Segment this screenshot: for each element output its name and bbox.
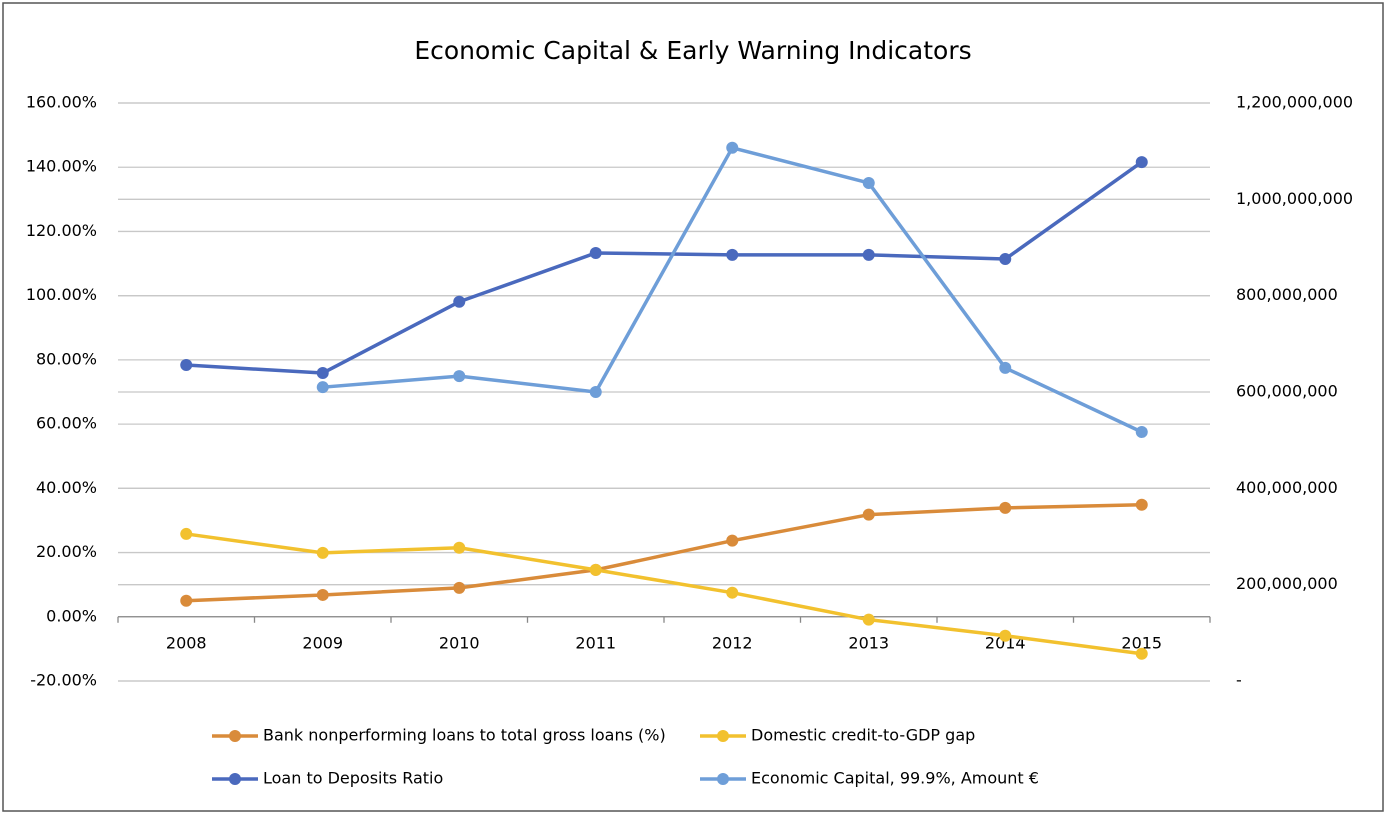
y2-tick-label: 1,000,000,000 (1236, 189, 1353, 208)
legend-marker (717, 773, 729, 785)
y2-tick-label: 200,000,000 (1236, 574, 1338, 593)
y-tick-label: 20.00% (36, 542, 97, 561)
y2-tick-label: 800,000,000 (1236, 285, 1338, 304)
y-tick-label: 40.00% (36, 478, 97, 497)
point (589, 246, 602, 259)
point (316, 367, 329, 380)
y-tick-label: -20.00% (30, 671, 97, 690)
legend-label: Domestic credit-to-GDP gap (751, 726, 975, 745)
x-tick-label: 2012 (712, 633, 753, 652)
point (862, 248, 875, 261)
chart-title: Economic Capital & Early Warning Indicat… (414, 36, 971, 65)
y2-tick-label: 1,200,000,000 (1236, 93, 1353, 112)
point (180, 527, 193, 540)
point (453, 295, 466, 308)
x-tick-label: 2015 (1121, 633, 1162, 652)
point (453, 541, 466, 554)
x-tick-label: 2009 (302, 633, 343, 652)
point (589, 386, 602, 398)
point (999, 253, 1012, 266)
point (999, 361, 1012, 374)
point (726, 586, 739, 599)
point (999, 501, 1012, 514)
point (999, 629, 1012, 642)
point (862, 508, 875, 521)
x-tick-label: 2008 (166, 633, 207, 652)
series-line (186, 160, 1143, 375)
y-tick-label: 0.00% (46, 606, 97, 625)
x-tick-label: 2013 (848, 633, 889, 652)
series-line (186, 502, 1142, 603)
y-tick-label: 60.00% (36, 414, 97, 433)
point (316, 588, 329, 601)
legend-label: Economic Capital, 99.9%, Amount € (751, 769, 1039, 788)
point (589, 563, 602, 576)
y-tick-label: 80.00% (36, 349, 97, 368)
point (726, 248, 739, 261)
point (453, 581, 466, 594)
point (180, 359, 193, 372)
point (316, 546, 329, 559)
point (1135, 156, 1148, 169)
point (726, 534, 739, 547)
y-tick-label: 100.00% (26, 285, 97, 304)
legend-label: Loan to Deposits Ratio (263, 769, 443, 788)
point (862, 176, 875, 189)
point (453, 370, 466, 383)
point (180, 594, 193, 607)
y-tick-label: 160.00% (26, 93, 97, 112)
y-tick-label: 140.00% (26, 157, 97, 176)
legend-label: Bank nonperforming loans to total gross … (263, 726, 666, 745)
y2-tick-label: 600,000,000 (1236, 382, 1338, 401)
point (862, 613, 875, 626)
legend-marker (229, 730, 241, 742)
y-tick-label: 120.00% (26, 221, 97, 240)
legend-marker (229, 773, 241, 785)
point (1135, 647, 1148, 660)
series-line (186, 532, 1142, 656)
x-tick-label: 2010 (439, 633, 480, 652)
point (1135, 425, 1148, 438)
point (1135, 498, 1148, 511)
point (316, 381, 329, 394)
y2-tick-label: - (1236, 671, 1242, 690)
legend-marker (717, 730, 729, 742)
point (726, 141, 739, 154)
x-tick-label: 2011 (575, 633, 616, 652)
y2-tick-label: 400,000,000 (1236, 478, 1338, 497)
